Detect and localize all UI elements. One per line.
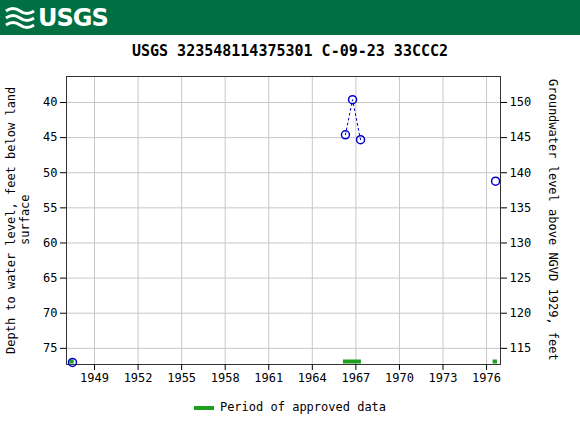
svg-text:50: 50 xyxy=(43,166,57,180)
svg-text:45: 45 xyxy=(43,130,57,144)
svg-text:75: 75 xyxy=(43,341,57,355)
svg-text:1958: 1958 xyxy=(211,371,240,385)
svg-text:1970: 1970 xyxy=(385,371,414,385)
svg-text:1952: 1952 xyxy=(124,371,153,385)
svg-text:40: 40 xyxy=(43,95,57,109)
html-text:Groundwater level above NGVD 1: Groundwater level above NGVD 1929, feet xyxy=(546,79,560,361)
svg-text:115: 115 xyxy=(510,341,532,355)
svg-text:70: 70 xyxy=(43,306,57,320)
svg-text:120: 120 xyxy=(510,306,532,320)
svg-text:1961: 1961 xyxy=(254,371,283,385)
svg-text:1976: 1976 xyxy=(472,371,501,385)
svg-text:1964: 1964 xyxy=(298,371,327,385)
svg-text:55: 55 xyxy=(43,201,57,215)
html-text:Period of approved data: Period of approved data xyxy=(219,400,387,414)
svg-text:1967: 1967 xyxy=(341,371,370,385)
svg-text:140: 140 xyxy=(510,166,532,180)
svg-text:1973: 1973 xyxy=(429,371,458,385)
svg-text:1955: 1955 xyxy=(167,371,196,385)
html-text:USGS 323548114375301 C-09-23 3: USGS 323548114375301 C-09-23 33CCC2 xyxy=(132,42,448,60)
svg-text:135: 135 xyxy=(510,201,532,215)
svg-text:60: 60 xyxy=(43,236,57,250)
svg-text:125: 125 xyxy=(510,271,532,285)
svg-text:130: 130 xyxy=(510,236,532,250)
html-text:Depth to water level, feet bel: Depth to water level, feet below land su… xyxy=(4,86,32,354)
svg-text:145: 145 xyxy=(510,130,532,144)
svg-text:65: 65 xyxy=(43,271,57,285)
svg-text:1949: 1949 xyxy=(80,371,109,385)
svg-text:150: 150 xyxy=(510,95,532,109)
html-text:USGS: USGS xyxy=(38,4,108,32)
